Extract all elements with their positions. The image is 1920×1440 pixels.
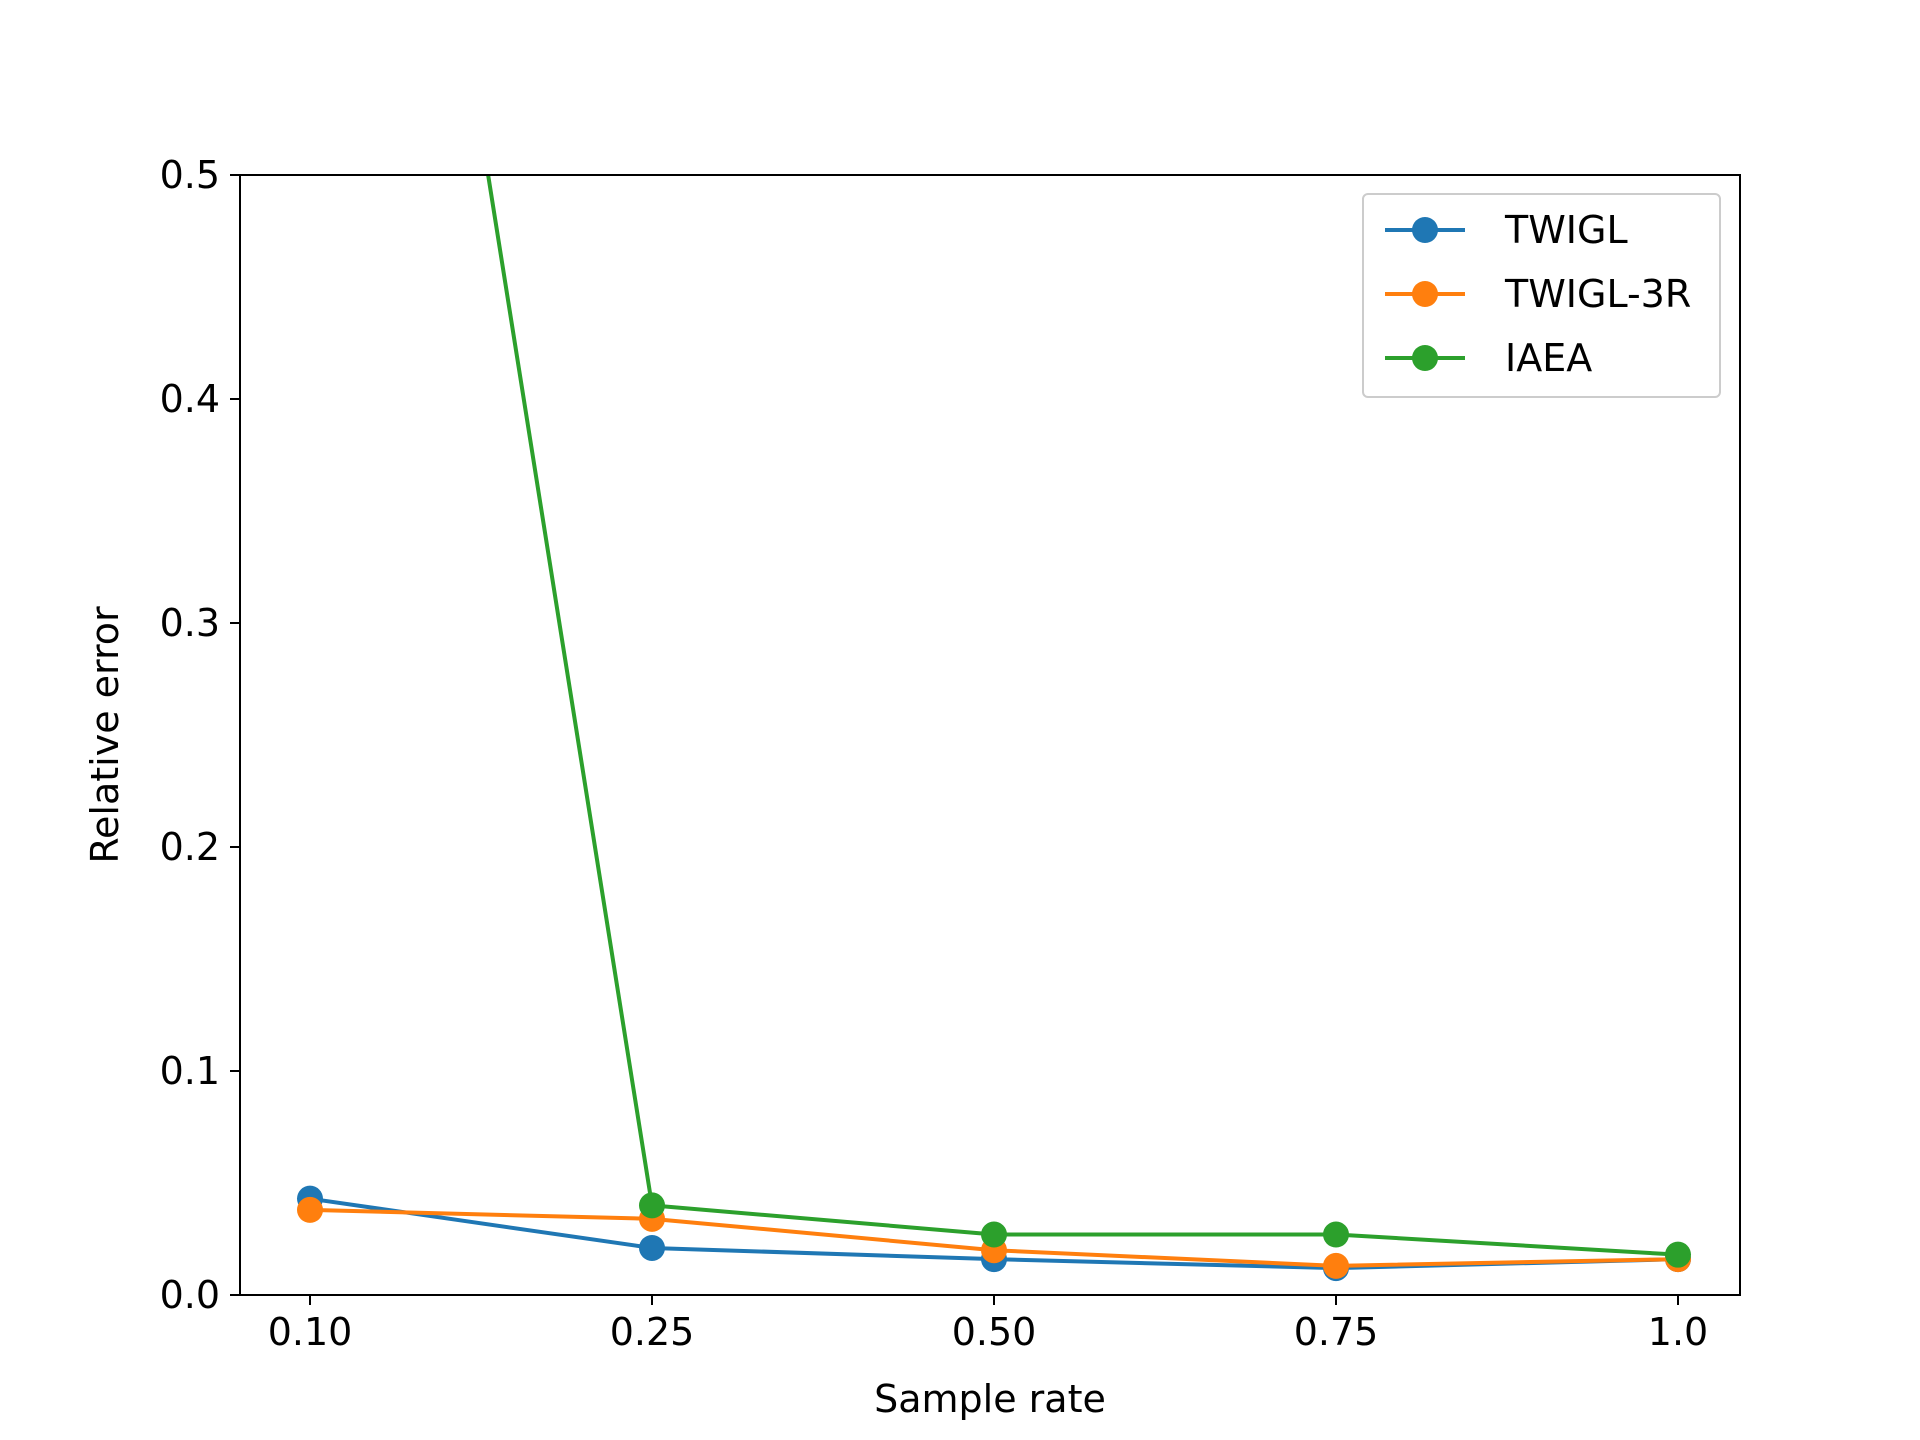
legend-label: IAEA [1505,336,1592,380]
y-axis: 0.0 0.1 0.2 0.3 0.4 0.5 [160,153,240,1317]
series-point-twigl-3r [297,1196,323,1223]
legend: TWIGL TWIGL-3R IAEA [1362,193,1721,398]
series-point-twigl-3r [1323,1252,1349,1279]
x-axis: 0.10 0.25 0.50 0.75 1.0 [268,1295,1708,1354]
y-axis-label: Relative error [83,606,127,864]
x-tick-label: 0.10 [268,1310,353,1354]
x-axis-label: Sample rate [874,1377,1106,1421]
legend-marker [1412,345,1438,371]
legend-label: TWIGL-3R [1504,272,1691,316]
plot-frame [239,174,1741,1296]
x-tick-label: 0.75 [1294,1310,1379,1354]
legend-label: TWIGL [1504,208,1628,252]
y-tick-label: 0.5 [160,153,220,197]
series-point-iaea [1665,1241,1691,1268]
series-point-twigl [639,1234,665,1261]
series-layer [297,175,1691,1282]
series-point-iaea [981,1221,1007,1248]
x-tick-label: 1.0 [1648,1310,1708,1354]
legend-marker [1412,281,1438,307]
x-tick-label: 0.25 [610,1310,695,1354]
legend-marker [1412,217,1438,243]
y-tick-label: 0.0 [160,1273,220,1317]
series-point-iaea [639,1192,665,1219]
y-tick-label: 0.4 [160,377,220,421]
y-tick-label: 0.2 [160,825,220,869]
y-tick-label: 0.3 [160,601,220,645]
y-tick-label: 0.1 [160,1049,220,1093]
x-tick-label: 0.50 [952,1310,1037,1354]
legend-frame [1362,193,1721,398]
series-point-iaea [1323,1221,1349,1248]
